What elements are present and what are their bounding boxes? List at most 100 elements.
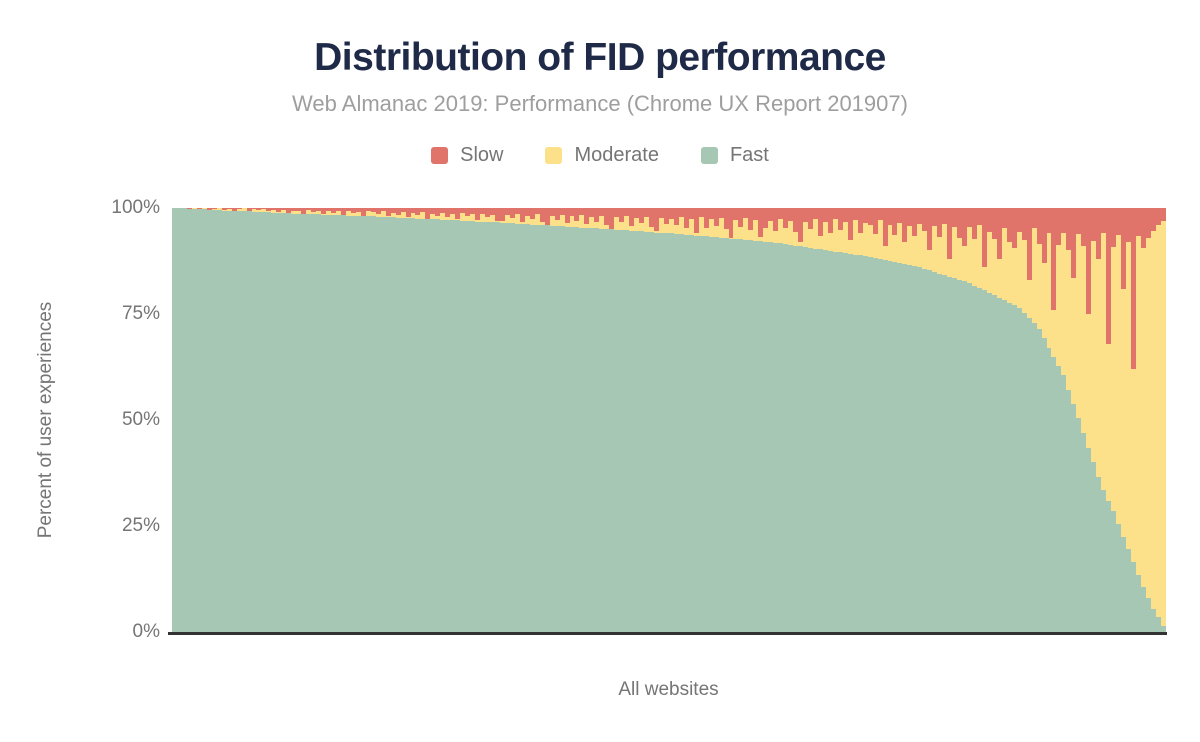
bar (321, 208, 327, 632)
slow-segment (524, 208, 530, 216)
bar (1031, 208, 1037, 632)
bar (385, 208, 391, 632)
slow-segment (539, 208, 545, 223)
fast-segment (907, 265, 913, 632)
moderate-segment (937, 236, 943, 274)
fast-segment (867, 256, 873, 632)
slow-segment (629, 208, 635, 226)
moderate-segment (678, 216, 684, 235)
bar (902, 208, 908, 632)
slow-segment (738, 208, 744, 227)
slow-segment (688, 208, 694, 220)
chart-subtitle: Web Almanac 2019: Performance (Chrome UX… (292, 91, 908, 116)
fast-segment (246, 211, 252, 632)
moderate-segment (1121, 288, 1126, 537)
bar (425, 208, 431, 632)
bar (1071, 208, 1077, 632)
fast-segment (827, 250, 833, 632)
slow-segment (942, 208, 948, 225)
fast-segment (335, 215, 341, 632)
bar (410, 208, 416, 632)
bar (663, 208, 669, 632)
fast-segment (1155, 617, 1161, 632)
bar (688, 208, 694, 632)
slow-segment (996, 208, 1002, 259)
slow-segment (822, 208, 828, 223)
bar (490, 208, 495, 632)
fast-segment (649, 232, 654, 632)
fast-segment (1150, 608, 1156, 632)
fast-segment (276, 212, 282, 632)
slow-segment (832, 208, 838, 220)
slow-segment (1140, 208, 1146, 248)
slow-segment (723, 208, 729, 230)
fast-segment (713, 237, 719, 632)
y-tick-0: 0% (132, 621, 160, 642)
moderate-segment (1106, 343, 1112, 501)
bar (683, 208, 689, 632)
slow-segment (494, 208, 500, 221)
slow-segment (499, 208, 505, 221)
fast-segment (395, 217, 401, 632)
bar (1106, 208, 1112, 632)
bar (569, 208, 575, 632)
fast-segment (917, 267, 923, 632)
slow-segment (624, 208, 630, 217)
fast-segment (206, 209, 212, 632)
slow-segment (817, 208, 823, 236)
bar (1006, 208, 1012, 632)
bar (1126, 208, 1131, 632)
moderate-segment (1051, 309, 1057, 357)
bar (942, 208, 948, 632)
bar (649, 208, 654, 632)
fast-segment (316, 214, 322, 632)
moderate-segment (907, 225, 913, 266)
bar (405, 208, 411, 632)
moderate-segment (683, 227, 689, 235)
bar (534, 208, 540, 632)
slow-segment (360, 208, 366, 216)
moderate-segment (1126, 241, 1131, 550)
fast-segment (604, 229, 610, 632)
bar (301, 208, 307, 632)
bar (524, 208, 530, 632)
moderate-segment (201, 208, 207, 210)
bar (276, 208, 282, 632)
fast-segment (872, 257, 878, 632)
fast-segment (703, 236, 709, 632)
fast-segment (1130, 562, 1136, 632)
moderate-segment (867, 224, 873, 257)
slow-segment (1016, 208, 1022, 233)
fast-segment (435, 219, 441, 632)
moderate-segment (1081, 246, 1087, 433)
slow-segment (967, 208, 972, 228)
bar (445, 208, 451, 632)
fast-segment (1036, 328, 1042, 632)
slow-segment (519, 208, 525, 222)
moderate-segment (345, 210, 351, 216)
fast-segment (221, 210, 227, 632)
fast-segment (420, 219, 426, 632)
bar (191, 208, 197, 632)
moderate-segment (335, 211, 341, 216)
slow-segment (882, 208, 888, 247)
fast-segment (524, 224, 530, 632)
moderate-segment (798, 241, 804, 247)
slow-segment (907, 208, 913, 226)
slow-segment (733, 208, 739, 220)
moderate-segment (1101, 233, 1107, 490)
bar (832, 208, 838, 632)
slow-segment (390, 208, 396, 213)
bar (196, 208, 202, 632)
fast-segment (494, 222, 500, 632)
fast-segment (1101, 489, 1107, 632)
moderate-segment (1046, 232, 1052, 348)
bar (907, 208, 913, 632)
slow-segment (658, 208, 664, 219)
slow-segment (554, 208, 560, 220)
slow-segment (1036, 208, 1042, 244)
slow-segment (256, 208, 262, 211)
bar (703, 208, 709, 632)
slow-segment (862, 208, 868, 223)
fast-segment (455, 220, 461, 632)
